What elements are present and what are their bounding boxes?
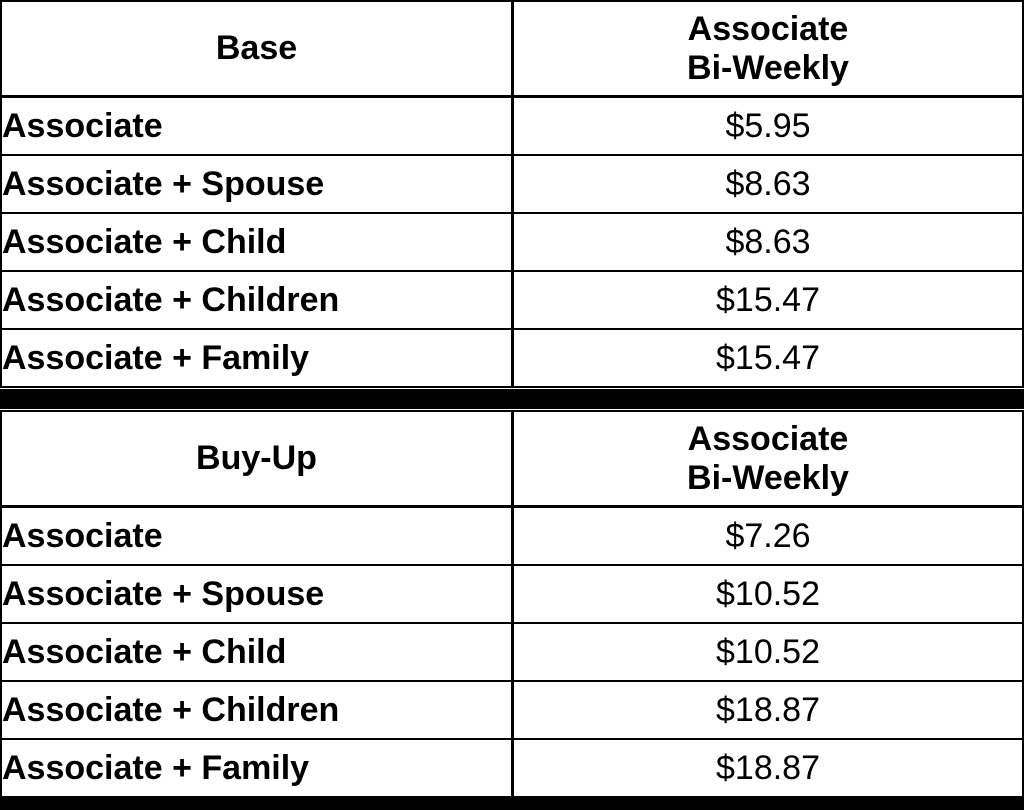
table-row: Associate + Child $8.63 xyxy=(0,212,1024,272)
rate-value-cell: $15.47 xyxy=(511,270,1024,330)
tier-label-cell: Associate xyxy=(0,505,514,566)
rate-value-cell: $8.63 xyxy=(511,212,1024,272)
rate-header-line2: Bi-Weekly xyxy=(687,48,849,87)
tier-label-cell: Associate xyxy=(0,95,514,156)
rate-header-line2: Bi-Weekly xyxy=(687,458,849,497)
table-row: Associate + Spouse $8.63 xyxy=(0,154,1024,214)
rate-value-cell: $7.26 xyxy=(511,505,1024,566)
tier-label-cell: Associate + Family xyxy=(0,328,514,388)
header-row: Base Associate Bi-Weekly xyxy=(0,0,1024,98)
tier-label-cell: Associate + Children xyxy=(0,680,514,740)
table-row: Associate + Family $18.87 xyxy=(0,738,1024,798)
header-row: Buy-Up Associate Bi-Weekly xyxy=(0,410,1024,508)
plan-title: Base xyxy=(215,29,298,67)
table-row: Associate + Children $18.87 xyxy=(0,680,1024,740)
rate-value-cell: $10.52 xyxy=(511,622,1024,682)
rate-value-cell: $18.87 xyxy=(511,680,1024,740)
rate-value-cell: $10.52 xyxy=(511,564,1024,624)
table-row: Associate + Children $15.47 xyxy=(0,270,1024,330)
section-divider xyxy=(0,389,1024,409)
rate-header-line1: Associate xyxy=(687,9,849,48)
bottom-bar xyxy=(0,798,1024,810)
rate-column-header-cell: Associate Bi-Weekly xyxy=(511,410,1024,508)
rate-value-cell: $18.87 xyxy=(511,738,1024,798)
rate-value-cell: $8.63 xyxy=(511,154,1024,214)
tier-label-cell: Associate + Children xyxy=(0,270,514,330)
rate-column-header-cell: Associate Bi-Weekly xyxy=(511,0,1024,98)
table-row: Associate + Child $10.52 xyxy=(0,622,1024,682)
table-row: Associate + Spouse $10.52 xyxy=(0,564,1024,624)
buyup-rate-table: Buy-Up Associate Bi-Weekly Associate $7.… xyxy=(0,410,1024,798)
rate-value-cell: $5.95 xyxy=(511,95,1024,156)
plan-title-cell: Buy-Up xyxy=(0,410,514,508)
tier-label-cell: Associate + Spouse xyxy=(0,564,514,624)
table-row: Associate $5.95 xyxy=(0,95,1024,156)
tier-label-cell: Associate + Family xyxy=(0,738,514,798)
plan-title-cell: Base xyxy=(0,0,514,98)
tier-label-cell: Associate + Child xyxy=(0,212,514,272)
tier-label-cell: Associate + Child xyxy=(0,622,514,682)
table-row: Associate + Family $15.47 xyxy=(0,328,1024,388)
rate-value-cell: $15.47 xyxy=(511,328,1024,388)
table-row: Associate $7.26 xyxy=(0,505,1024,566)
base-rate-table: Base Associate Bi-Weekly Associate $5.95… xyxy=(0,0,1024,388)
rate-header-line1: Associate xyxy=(687,419,849,458)
plan-title: Buy-Up xyxy=(196,439,317,477)
tier-label-cell: Associate + Spouse xyxy=(0,154,514,214)
